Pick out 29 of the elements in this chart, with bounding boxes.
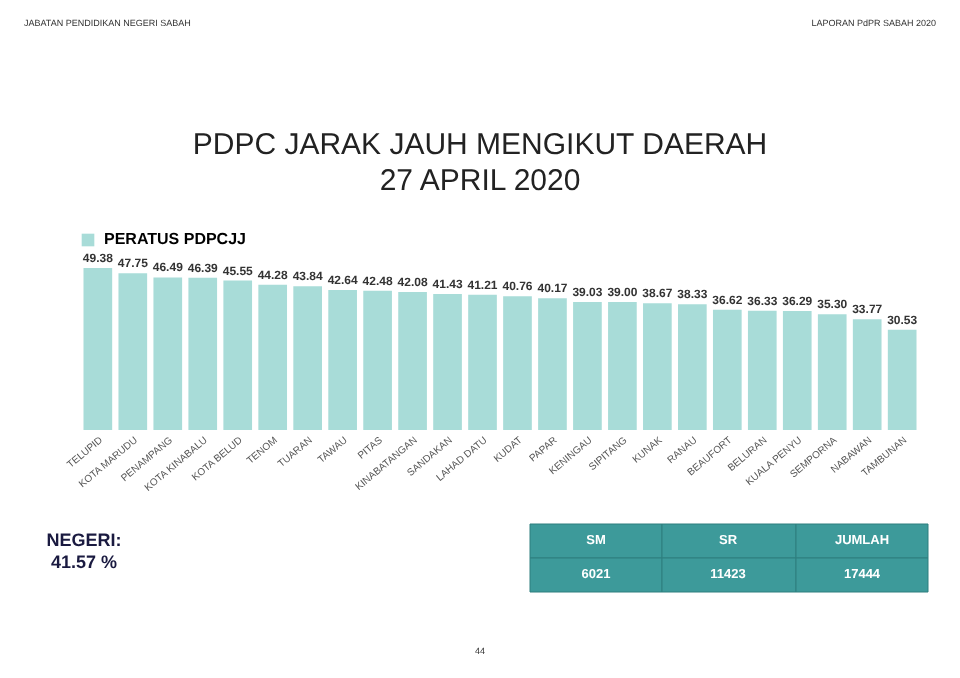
bar <box>887 329 917 430</box>
chart-subtitle: 27 APRIL 2020 <box>379 164 581 198</box>
bar <box>643 303 672 430</box>
bar <box>538 298 567 430</box>
bar <box>153 277 183 430</box>
bar <box>363 290 392 430</box>
bar <box>573 301 602 430</box>
bar <box>782 310 812 430</box>
legend-label: PERATUS PDPCJJ <box>104 230 246 248</box>
bar <box>503 296 532 430</box>
bar <box>118 273 148 430</box>
bar <box>293 286 322 430</box>
text: 41.57 % <box>50 552 118 572</box>
bar <box>852 319 882 430</box>
bar <box>678 304 707 430</box>
bar <box>712 309 742 430</box>
chart-title: PDPC JARAK JAUH MENGIKUT DAERAH <box>192 128 768 162</box>
bar <box>398 291 427 430</box>
bar <box>433 294 462 430</box>
bar <box>188 277 218 430</box>
bar <box>747 310 777 430</box>
bar <box>468 294 497 430</box>
bar <box>328 290 357 430</box>
text: NEGERI: <box>46 530 122 550</box>
bar <box>223 280 253 430</box>
bar <box>817 314 847 430</box>
bar <box>83 268 113 430</box>
bar <box>608 302 637 430</box>
bar <box>258 284 288 430</box>
